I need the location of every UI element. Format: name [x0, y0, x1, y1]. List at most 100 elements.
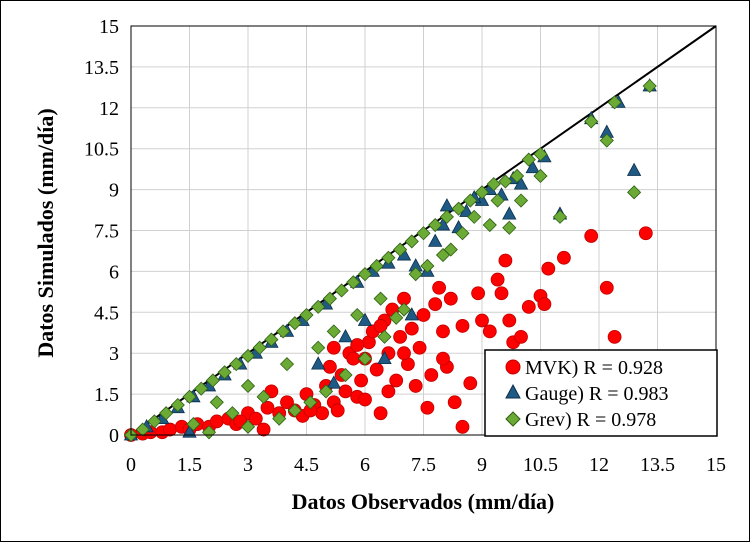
data-point — [486, 177, 501, 192]
data-point — [186, 417, 201, 432]
data-point — [607, 329, 622, 344]
data-point — [182, 389, 197, 404]
data-point — [408, 267, 423, 282]
data-point — [357, 351, 373, 366]
legend: MVK) R = 0.928 Gauge) R = 0.983 Grev) R … — [484, 349, 718, 437]
data-point — [311, 340, 326, 355]
data-point — [330, 403, 345, 418]
data-point — [494, 286, 509, 301]
data-point — [350, 307, 365, 323]
y-tick-label: 9 — [109, 180, 119, 202]
data-point — [599, 280, 614, 295]
data-point — [408, 379, 423, 393]
data-point — [209, 395, 224, 410]
data-point — [287, 403, 302, 418]
data-point — [373, 319, 388, 333]
data-point — [272, 411, 287, 426]
data-point — [381, 250, 396, 265]
data-point — [381, 384, 396, 399]
data-point — [490, 193, 505, 208]
data-point — [428, 297, 443, 312]
x-tick-label: 7.5 — [411, 454, 436, 476]
data-point — [346, 275, 361, 290]
data-point — [357, 267, 373, 282]
data-point — [287, 316, 302, 331]
data-point — [447, 395, 462, 410]
data-point — [436, 351, 450, 366]
data-point — [217, 365, 232, 380]
data-point — [354, 373, 369, 388]
data-point — [498, 253, 513, 268]
y-tick-label: 4.5 — [94, 302, 119, 324]
data-point — [326, 340, 341, 355]
plot-border — [130, 25, 717, 436]
data-point — [471, 286, 486, 301]
data-point — [256, 389, 271, 404]
data-point — [607, 95, 622, 110]
data-point — [428, 233, 443, 247]
data-point — [377, 329, 392, 344]
legend-label-grev: Grev) R = 0.978 — [525, 409, 656, 431]
data-point — [334, 283, 349, 298]
data-point — [642, 78, 657, 94]
data-point — [346, 351, 361, 366]
x-tick-label: 12 — [589, 454, 609, 476]
data-point — [318, 384, 334, 399]
data-point — [626, 162, 642, 176]
data-point — [533, 147, 548, 162]
data-point — [475, 313, 489, 328]
data-point — [326, 375, 341, 389]
x-tick-labels: 0 1.5 3 4.5 6 7.5 9 10.5 12 13.5 15 — [126, 454, 726, 476]
data-point — [163, 422, 177, 437]
y-axis-title: Datos Simulados (mm/día) — [33, 108, 58, 357]
legend-label-mvk: MVK) R = 0.928 — [525, 357, 663, 379]
data-point — [432, 280, 447, 295]
x-tick-label: 0 — [126, 454, 136, 476]
y-tick-label: 12 — [99, 98, 119, 120]
legend-box — [484, 349, 718, 437]
x-tick-label: 1.5 — [177, 454, 202, 476]
data-point — [482, 324, 497, 339]
x-tick-label: 13.5 — [640, 454, 675, 476]
legend-marker-grev — [505, 411, 521, 427]
data-point — [358, 392, 372, 407]
x-tick-label: 4.5 — [294, 454, 319, 476]
data-point — [404, 234, 419, 249]
data-point — [541, 261, 556, 276]
y-tick-label: 10.5 — [84, 139, 119, 161]
data-point — [299, 307, 314, 323]
series-2 — [123, 78, 657, 443]
data-point — [397, 346, 411, 361]
data-point — [252, 340, 267, 355]
y-tick-label: 6 — [109, 261, 119, 283]
data-point — [264, 332, 279, 347]
legend-marker-gauge — [505, 383, 521, 399]
data-point — [455, 226, 470, 241]
data-points — [123, 78, 657, 443]
y-tick-label: 7.5 — [94, 221, 119, 243]
x-tick-label: 10.5 — [523, 454, 558, 476]
data-point — [322, 359, 337, 374]
data-point — [369, 362, 384, 377]
y-tick-label: 3 — [109, 343, 119, 365]
data-point — [490, 272, 505, 287]
data-point — [428, 217, 443, 233]
data-point — [599, 133, 614, 148]
data-point — [389, 373, 404, 388]
data-point — [533, 168, 548, 184]
data-point — [311, 356, 326, 370]
data-point — [513, 176, 529, 190]
data-point — [525, 159, 540, 174]
legend-label-gauge: Gauge) R = 0.983 — [525, 383, 668, 405]
x-tick-label: 6 — [360, 454, 370, 476]
data-point — [557, 250, 571, 265]
data-point — [393, 242, 408, 257]
data-point — [416, 226, 431, 241]
data-point — [389, 310, 404, 325]
data-point — [521, 299, 536, 314]
x-tick-label: 15 — [706, 454, 726, 476]
data-point — [338, 384, 353, 399]
data-point — [404, 321, 419, 336]
